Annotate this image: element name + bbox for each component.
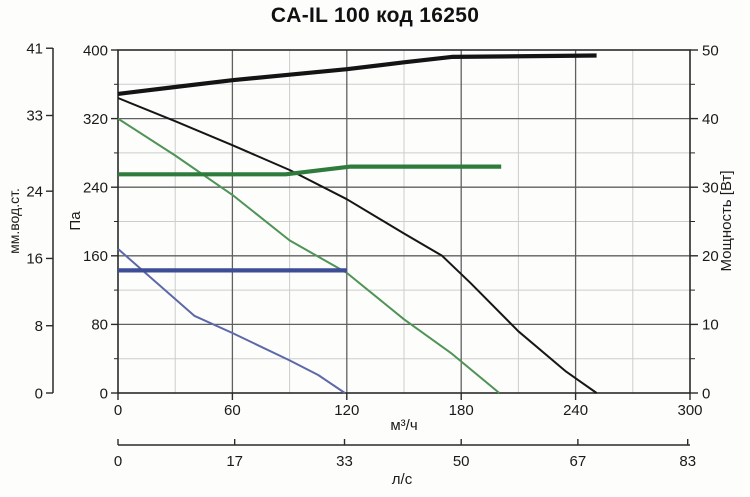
- pressure-speed-1-curve: [117, 248, 346, 394]
- ls-tick-label: 67: [570, 453, 587, 470]
- power-axis: 0 10 20 30 40 50 Мощность [Вт]: [690, 42, 735, 402]
- pa-axis: 0 80 160 240 320 400 Па: [67, 42, 118, 402]
- mm-tick-label: 8: [35, 318, 43, 335]
- flow-axis-title: м³/ч: [390, 417, 417, 434]
- power-axis-title: Мощность [Вт]: [718, 170, 735, 271]
- mm-tick-label: 16: [26, 251, 43, 268]
- pressure-speed-3-curve: [117, 97, 598, 394]
- mm-tick-label: 41: [26, 40, 43, 57]
- flow-tick-label: 240: [563, 402, 588, 419]
- ls-tick-label: 17: [226, 453, 243, 470]
- ls-tick-label: 0: [114, 453, 122, 470]
- mm-tick-label: 24: [26, 183, 43, 200]
- grid-minor: [118, 50, 690, 393]
- pa-tick-label: 80: [91, 317, 108, 334]
- pa-tick-label: 320: [83, 111, 108, 128]
- mm-axis-title: мм.вод.ст.: [6, 188, 22, 254]
- power-tick-label: 10: [702, 317, 719, 334]
- mm-axis: 0 8 16 24 33 41 мм.вод.ст.: [6, 40, 54, 402]
- ls-tick-label: 33: [336, 453, 353, 470]
- mm-tick-label: 33: [26, 108, 43, 125]
- pa-axis-title: Па: [67, 211, 84, 231]
- chart-title: CA-IL 100 код 16250: [270, 4, 480, 27]
- pa-tick-label: 240: [83, 179, 108, 196]
- ls-axis-title: л/с: [392, 471, 413, 488]
- flow-axis: 0 60 120 180 240 300 м³/ч: [114, 393, 703, 434]
- flow-tick-label: 300: [677, 402, 702, 419]
- pressure-speed-2-curve: [117, 117, 500, 394]
- ls-axis: 0 17 33 50 67 83 л/с: [114, 439, 696, 488]
- pa-tick-label: 0: [100, 385, 108, 402]
- flow-tick-label: 180: [449, 402, 474, 419]
- flow-tick-label: 60: [224, 402, 241, 419]
- ls-tick-label: 83: [679, 453, 696, 470]
- power-tick-label: 40: [702, 111, 719, 128]
- power-tick-label: 30: [702, 179, 719, 196]
- power-tick-label: 20: [702, 248, 719, 265]
- pa-tick-label: 400: [83, 42, 108, 59]
- pa-tick-label: 160: [83, 248, 108, 265]
- grid-major: [118, 50, 690, 393]
- ls-tick-label: 50: [453, 453, 470, 470]
- flow-tick-label: 0: [114, 402, 122, 419]
- power-tick-label: 0: [702, 385, 710, 402]
- power-tick-label: 50: [702, 42, 719, 59]
- flow-tick-label: 120: [334, 402, 359, 419]
- mm-tick-label: 0: [35, 385, 43, 402]
- power-consumption-curve: [117, 53, 597, 96]
- max-pressure-speed-2-curve: [118, 164, 502, 177]
